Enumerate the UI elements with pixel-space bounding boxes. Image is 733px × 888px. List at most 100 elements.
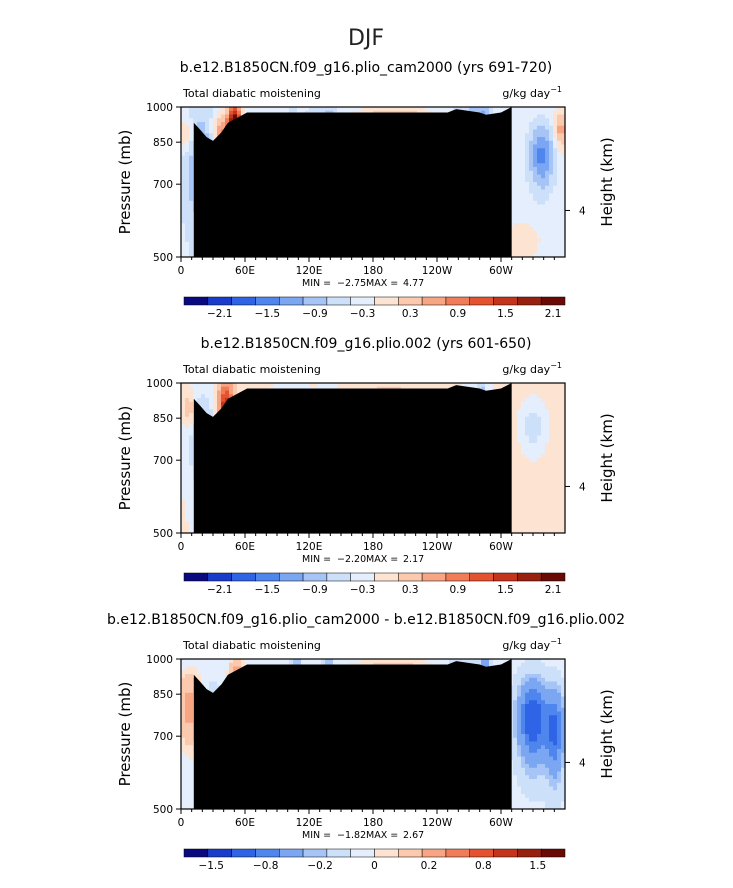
field-cell	[465, 107, 470, 112]
field-cell	[185, 167, 190, 172]
field-cell	[189, 137, 194, 142]
field-cell	[521, 122, 526, 127]
field-cell	[529, 212, 534, 217]
field-cell	[541, 185, 546, 191]
field-cell	[281, 107, 286, 112]
field-cell	[209, 137, 214, 142]
field-cell	[521, 178, 526, 183]
field-cell	[513, 107, 518, 112]
field-cell	[529, 227, 534, 232]
colorbar-swatch	[540, 296, 566, 306]
field-cell	[537, 170, 542, 176]
field-cell	[561, 133, 566, 138]
field-cell	[533, 114, 538, 119]
field-cell	[533, 133, 538, 138]
field-cell	[233, 110, 238, 116]
field-cell	[485, 110, 490, 116]
field-cell	[549, 215, 554, 221]
field-cell	[545, 140, 550, 146]
field-cell	[513, 155, 518, 161]
field-cell	[185, 435, 190, 440]
field-cell	[525, 125, 530, 131]
field-cell	[193, 122, 198, 127]
field-cell	[549, 125, 554, 131]
field-cell	[521, 159, 526, 164]
field-cell	[189, 129, 194, 134]
field-cell	[489, 110, 494, 116]
field-cell	[185, 129, 190, 134]
field-cell	[529, 129, 534, 134]
field-cell	[549, 148, 554, 153]
field-cell	[513, 114, 518, 119]
field-cell	[185, 454, 190, 459]
field-cell	[525, 122, 530, 127]
field-cell	[189, 245, 194, 251]
field-cell	[517, 144, 522, 149]
field-cell	[185, 219, 190, 224]
field-cell	[549, 140, 554, 146]
topography	[193, 107, 512, 257]
field-cell	[549, 170, 554, 176]
field-cell	[549, 167, 554, 172]
field-cell	[521, 189, 526, 194]
field-cell	[529, 148, 534, 153]
field-cell	[541, 137, 546, 142]
field-cell	[365, 107, 370, 112]
field-cell	[181, 253, 186, 258]
field-cell	[553, 227, 558, 232]
field-cell	[185, 137, 190, 142]
field-cell	[277, 383, 282, 388]
field-cell	[537, 223, 542, 228]
field-cell	[525, 133, 530, 138]
field-cell	[205, 133, 210, 138]
field-cell	[557, 155, 562, 161]
field-cell	[213, 398, 218, 403]
field-cell	[317, 107, 322, 112]
field-cell	[557, 110, 562, 116]
field-cell	[541, 174, 546, 179]
field-cell	[513, 234, 518, 239]
field-cell	[557, 174, 562, 179]
y-axis-right-label: Height (km)	[598, 137, 616, 226]
colorbar-swatch	[302, 296, 328, 306]
field-cell	[181, 204, 186, 209]
field-cell	[513, 159, 518, 164]
field-cell	[493, 110, 498, 116]
field-cell	[529, 144, 534, 149]
field-cell	[521, 152, 526, 157]
field-cell	[549, 253, 554, 258]
field-cell	[297, 107, 302, 112]
field-cell	[549, 245, 554, 251]
field-cell	[221, 118, 226, 123]
field-cell	[513, 167, 518, 172]
field-cell	[557, 125, 562, 131]
field-cell	[225, 114, 230, 119]
field-cell	[545, 185, 550, 191]
x-tick-label: 60W	[489, 265, 513, 277]
field-cell	[181, 401, 186, 407]
field-cell	[537, 118, 542, 123]
field-cell	[513, 163, 518, 168]
field-cell	[533, 234, 538, 239]
field-cell	[521, 249, 526, 254]
field-cell	[209, 398, 214, 403]
field-cell	[181, 383, 186, 388]
field-cell	[545, 114, 550, 119]
field-cell	[193, 110, 198, 116]
field-cell	[545, 155, 550, 161]
field-cell	[513, 148, 518, 153]
field-cell	[545, 212, 550, 217]
field-cell	[545, 148, 550, 153]
field-cell	[557, 144, 562, 149]
field-cell	[189, 189, 194, 194]
field-cell	[185, 420, 190, 425]
field-cell	[185, 208, 190, 213]
field-cell	[185, 469, 190, 474]
field-cell	[553, 245, 558, 251]
field-cell	[553, 182, 558, 187]
panel-1: b.e12.B1850CN.f09_g16.plio_cam2000 (yrs …	[116, 60, 616, 320]
field-cell	[557, 219, 562, 224]
field-cell	[185, 185, 190, 191]
field-cell	[181, 242, 186, 247]
field-cell	[189, 253, 194, 258]
